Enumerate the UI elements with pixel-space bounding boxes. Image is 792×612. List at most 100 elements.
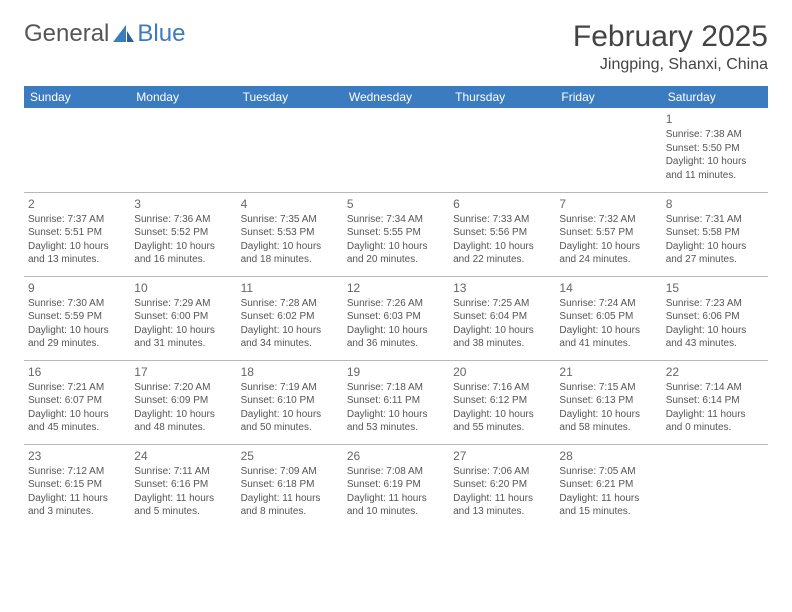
sunset-line: Sunset: 6:16 PM <box>134 478 232 492</box>
daylight-line: Daylight: 10 hours and 43 minutes. <box>666 324 764 351</box>
sunset-line: Sunset: 6:00 PM <box>134 310 232 324</box>
sunset-line: Sunset: 6:18 PM <box>241 478 339 492</box>
day-number: 25 <box>241 448 339 464</box>
daylight-line: Daylight: 10 hours and 18 minutes. <box>241 240 339 267</box>
daylight-line: Daylight: 10 hours and 31 minutes. <box>134 324 232 351</box>
sunset-line: Sunset: 6:14 PM <box>666 394 764 408</box>
calendar-cell: 21Sunrise: 7:15 AMSunset: 6:13 PMDayligh… <box>555 360 661 444</box>
daylight-line: Daylight: 11 hours and 8 minutes. <box>241 492 339 519</box>
sunrise-line: Sunrise: 7:34 AM <box>347 213 445 227</box>
sunrise-line: Sunrise: 7:23 AM <box>666 297 764 311</box>
page-header: General Blue February 2025 Jingping, Sha… <box>24 20 768 74</box>
day-number: 11 <box>241 280 339 296</box>
calendar-cell: 19Sunrise: 7:18 AMSunset: 6:11 PMDayligh… <box>343 360 449 444</box>
sunset-line: Sunset: 6:21 PM <box>559 478 657 492</box>
calendar-cell: 22Sunrise: 7:14 AMSunset: 6:14 PMDayligh… <box>662 360 768 444</box>
calendar-cell <box>24 108 130 192</box>
sunset-line: Sunset: 6:02 PM <box>241 310 339 324</box>
sunset-line: Sunset: 6:07 PM <box>28 394 126 408</box>
sunset-line: Sunset: 6:20 PM <box>453 478 551 492</box>
sunrise-line: Sunrise: 7:29 AM <box>134 297 232 311</box>
sunset-line: Sunset: 6:04 PM <box>453 310 551 324</box>
day-number: 4 <box>241 196 339 212</box>
day-number: 7 <box>559 196 657 212</box>
calendar-cell <box>237 108 343 192</box>
calendar-row: 1Sunrise: 7:38 AMSunset: 5:50 PMDaylight… <box>24 108 768 192</box>
day-header: Thursday <box>449 86 555 108</box>
daylight-line: Daylight: 11 hours and 10 minutes. <box>347 492 445 519</box>
day-header: Wednesday <box>343 86 449 108</box>
daylight-line: Daylight: 10 hours and 50 minutes. <box>241 408 339 435</box>
calendar-cell: 26Sunrise: 7:08 AMSunset: 6:19 PMDayligh… <box>343 444 449 528</box>
sunrise-line: Sunrise: 7:35 AM <box>241 213 339 227</box>
calendar-cell <box>662 444 768 528</box>
sunrise-line: Sunrise: 7:08 AM <box>347 465 445 479</box>
sunset-line: Sunset: 6:06 PM <box>666 310 764 324</box>
sunrise-line: Sunrise: 7:33 AM <box>453 213 551 227</box>
day-number: 28 <box>559 448 657 464</box>
sunrise-line: Sunrise: 7:16 AM <box>453 381 551 395</box>
day-number: 10 <box>134 280 232 296</box>
sunset-line: Sunset: 6:15 PM <box>28 478 126 492</box>
day-header: Monday <box>130 86 236 108</box>
daylight-line: Daylight: 10 hours and 11 minutes. <box>666 155 764 182</box>
calendar-cell: 25Sunrise: 7:09 AMSunset: 6:18 PMDayligh… <box>237 444 343 528</box>
calendar-cell <box>343 108 449 192</box>
calendar-cell: 24Sunrise: 7:11 AMSunset: 6:16 PMDayligh… <box>130 444 236 528</box>
day-number: 19 <box>347 364 445 380</box>
sunset-line: Sunset: 5:56 PM <box>453 226 551 240</box>
day-number: 22 <box>666 364 764 380</box>
brand-logo: General Blue <box>24 20 185 48</box>
day-number: 17 <box>134 364 232 380</box>
calendar-cell: 15Sunrise: 7:23 AMSunset: 6:06 PMDayligh… <box>662 276 768 360</box>
sunrise-line: Sunrise: 7:11 AM <box>134 465 232 479</box>
day-header: Saturday <box>662 86 768 108</box>
day-number: 5 <box>347 196 445 212</box>
calendar-row: 23Sunrise: 7:12 AMSunset: 6:15 PMDayligh… <box>24 444 768 528</box>
calendar-cell: 17Sunrise: 7:20 AMSunset: 6:09 PMDayligh… <box>130 360 236 444</box>
calendar-cell: 7Sunrise: 7:32 AMSunset: 5:57 PMDaylight… <box>555 192 661 276</box>
sunset-line: Sunset: 6:05 PM <box>559 310 657 324</box>
day-number: 24 <box>134 448 232 464</box>
calendar-cell: 6Sunrise: 7:33 AMSunset: 5:56 PMDaylight… <box>449 192 555 276</box>
calendar-cell: 4Sunrise: 7:35 AMSunset: 5:53 PMDaylight… <box>237 192 343 276</box>
sunrise-line: Sunrise: 7:30 AM <box>28 297 126 311</box>
daylight-line: Daylight: 10 hours and 27 minutes. <box>666 240 764 267</box>
day-number: 23 <box>28 448 126 464</box>
sunset-line: Sunset: 6:13 PM <box>559 394 657 408</box>
sunrise-line: Sunrise: 7:19 AM <box>241 381 339 395</box>
brand-part1: General <box>24 20 109 48</box>
calendar-cell: 18Sunrise: 7:19 AMSunset: 6:10 PMDayligh… <box>237 360 343 444</box>
sunrise-line: Sunrise: 7:20 AM <box>134 381 232 395</box>
sunset-line: Sunset: 6:12 PM <box>453 394 551 408</box>
calendar-table: SundayMondayTuesdayWednesdayThursdayFrid… <box>24 86 768 528</box>
day-number: 2 <box>28 196 126 212</box>
calendar-cell: 8Sunrise: 7:31 AMSunset: 5:58 PMDaylight… <box>662 192 768 276</box>
sunrise-line: Sunrise: 7:31 AM <box>666 213 764 227</box>
day-header-row: SundayMondayTuesdayWednesdayThursdayFrid… <box>24 86 768 108</box>
calendar-row: 2Sunrise: 7:37 AMSunset: 5:51 PMDaylight… <box>24 192 768 276</box>
sunset-line: Sunset: 6:09 PM <box>134 394 232 408</box>
daylight-line: Daylight: 10 hours and 29 minutes. <box>28 324 126 351</box>
calendar-cell: 10Sunrise: 7:29 AMSunset: 6:00 PMDayligh… <box>130 276 236 360</box>
daylight-line: Daylight: 10 hours and 41 minutes. <box>559 324 657 351</box>
daylight-line: Daylight: 10 hours and 36 minutes. <box>347 324 445 351</box>
sunset-line: Sunset: 6:10 PM <box>241 394 339 408</box>
daylight-line: Daylight: 10 hours and 53 minutes. <box>347 408 445 435</box>
day-number: 14 <box>559 280 657 296</box>
title-block: February 2025 Jingping, Shanxi, China <box>573 20 768 74</box>
calendar-cell: 23Sunrise: 7:12 AMSunset: 6:15 PMDayligh… <box>24 444 130 528</box>
day-number: 15 <box>666 280 764 296</box>
calendar-cell: 11Sunrise: 7:28 AMSunset: 6:02 PMDayligh… <box>237 276 343 360</box>
daylight-line: Daylight: 11 hours and 13 minutes. <box>453 492 551 519</box>
day-number: 16 <box>28 364 126 380</box>
daylight-line: Daylight: 10 hours and 48 minutes. <box>134 408 232 435</box>
day-number: 26 <box>347 448 445 464</box>
daylight-line: Daylight: 10 hours and 58 minutes. <box>559 408 657 435</box>
calendar-cell: 16Sunrise: 7:21 AMSunset: 6:07 PMDayligh… <box>24 360 130 444</box>
sunset-line: Sunset: 6:19 PM <box>347 478 445 492</box>
daylight-line: Daylight: 10 hours and 24 minutes. <box>559 240 657 267</box>
calendar-cell: 2Sunrise: 7:37 AMSunset: 5:51 PMDaylight… <box>24 192 130 276</box>
location: Jingping, Shanxi, China <box>573 56 768 74</box>
calendar-cell: 28Sunrise: 7:05 AMSunset: 6:21 PMDayligh… <box>555 444 661 528</box>
